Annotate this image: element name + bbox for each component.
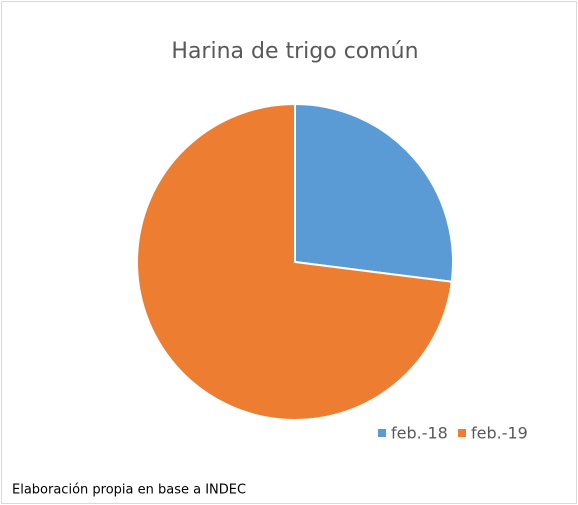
pie-slice <box>136 102 453 421</box>
chart-title: Harina de trigo común <box>171 39 418 64</box>
pie-slice <box>294 102 454 283</box>
legend-label: feb.-18 <box>391 424 448 443</box>
source-note: Elaboración propia en base a INDEC <box>12 483 246 498</box>
legend-swatch <box>458 429 466 437</box>
legend-label: feb.-19 <box>471 424 528 443</box>
legend-swatch <box>378 429 386 437</box>
